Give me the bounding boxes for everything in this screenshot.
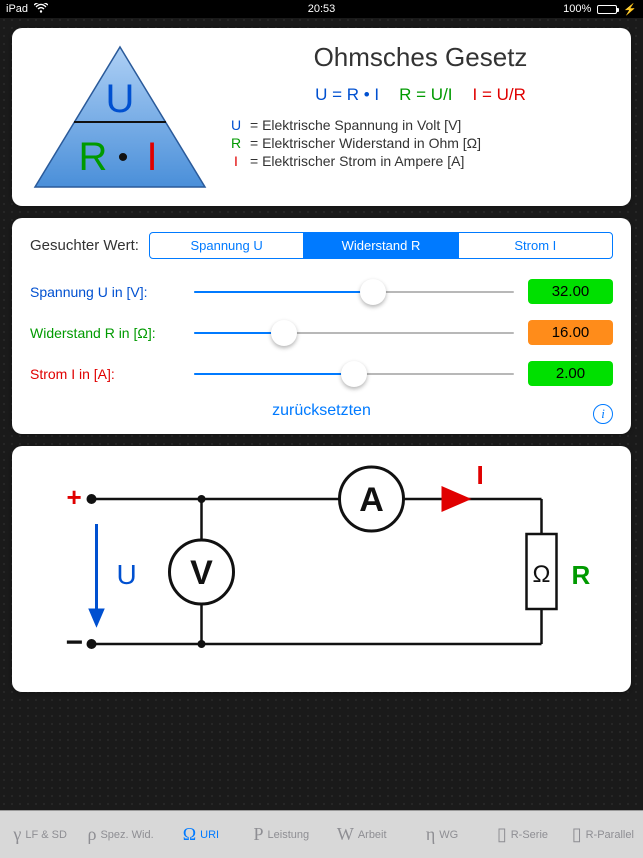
svg-text:U: U xyxy=(106,77,135,121)
label-u: Spannung U in [V]: xyxy=(30,284,180,300)
resistor-series-icon: ▯ xyxy=(497,824,507,845)
svg-text:R: R xyxy=(572,560,591,590)
clock: 20:53 xyxy=(308,3,336,15)
value-i: 2.00 xyxy=(528,361,613,386)
tab-bar: γLF & SD ρSpez. Wid. ΩURI PLeistung WArb… xyxy=(0,810,643,858)
svg-text:R: R xyxy=(79,135,108,179)
value-r: 16.00 xyxy=(528,320,613,345)
formulas: U = R • I R = U/I I = U/R xyxy=(228,85,613,105)
eta-icon: η xyxy=(426,824,435,845)
segment-u[interactable]: Spannung U xyxy=(150,233,303,258)
legend: U= Elektrische Spannung in Volt [V] R= E… xyxy=(228,117,613,169)
status-bar: iPad 20:53 100% ⚡ xyxy=(0,0,643,18)
formula-i: I = U/R xyxy=(473,85,526,105)
tab-r-serie[interactable]: ▯R-Serie xyxy=(482,824,562,845)
gamma-icon: γ xyxy=(13,824,21,845)
segment-r[interactable]: Widerstand R xyxy=(303,233,457,258)
tab-uri[interactable]: ΩURI xyxy=(161,824,241,845)
slider-thumb-u[interactable] xyxy=(360,279,386,305)
slider-i[interactable] xyxy=(194,373,514,375)
svg-text:−: − xyxy=(66,626,84,659)
omega-icon: Ω xyxy=(183,824,196,845)
tab-spez-wid[interactable]: ρSpez. Wid. xyxy=(80,824,160,845)
svg-text:•: • xyxy=(118,141,129,174)
svg-text:+: + xyxy=(67,482,82,512)
battery-pct: 100% xyxy=(563,3,591,15)
svg-text:U: U xyxy=(117,559,137,590)
page-title: Ohmsches Gesetz xyxy=(228,42,613,73)
svg-text:I: I xyxy=(146,135,157,179)
circuit-card: + − U V A I Ω R xyxy=(12,446,631,692)
slider-u[interactable] xyxy=(194,291,514,293)
row-voltage: Spannung U in [V]: 32.00 xyxy=(30,279,613,304)
slider-r[interactable] xyxy=(194,332,514,334)
circuit-diagram: + − U V A I Ω R xyxy=(30,464,613,674)
resistor-parallel-icon: ▯ xyxy=(572,824,582,845)
info-icon[interactable]: i xyxy=(593,404,613,424)
reset-button[interactable]: zurücksetzten xyxy=(272,402,371,419)
svg-text:V: V xyxy=(190,554,213,592)
p-icon: P xyxy=(254,824,264,845)
segmented-control[interactable]: Spannung U Widerstand R Strom I xyxy=(149,232,613,259)
device-label: iPad xyxy=(6,3,28,15)
tab-arbeit[interactable]: WArbeit xyxy=(322,824,402,845)
segment-i[interactable]: Strom I xyxy=(458,233,612,258)
calculator-card: Gesuchter Wert: Spannung U Widerstand R … xyxy=(12,218,631,434)
battery-icon xyxy=(597,5,617,14)
label-r: Widerstand R in [Ω]: xyxy=(30,325,180,341)
uri-triangle: U R • I xyxy=(30,42,210,192)
slider-thumb-i[interactable] xyxy=(341,361,367,387)
value-u: 32.00 xyxy=(528,279,613,304)
svg-text:Ω: Ω xyxy=(533,561,551,588)
row-resistance: Widerstand R in [Ω]: 16.00 xyxy=(30,320,613,345)
search-label: Gesuchter Wert: xyxy=(30,237,139,254)
wifi-icon xyxy=(34,3,48,16)
formula-r: R = U/I xyxy=(399,85,452,105)
svg-text:I: I xyxy=(477,464,484,490)
tab-wg[interactable]: ηWG xyxy=(402,824,482,845)
row-current: Strom I in [A]: 2.00 xyxy=(30,361,613,386)
rho-icon: ρ xyxy=(87,824,96,845)
formula-u: U = R • I xyxy=(315,85,379,105)
charging-icon: ⚡ xyxy=(623,3,637,16)
label-i: Strom I in [A]: xyxy=(30,366,180,382)
tab-lf-sd[interactable]: γLF & SD xyxy=(0,824,80,845)
tab-leistung[interactable]: PLeistung xyxy=(241,824,321,845)
slider-thumb-r[interactable] xyxy=(271,320,297,346)
header-card: U R • I Ohmsches Gesetz U = R • I R = U/… xyxy=(12,28,631,206)
tab-r-parallel[interactable]: ▯R-Parallel xyxy=(563,824,643,845)
svg-text:A: A xyxy=(359,481,384,519)
w-icon: W xyxy=(337,824,354,845)
